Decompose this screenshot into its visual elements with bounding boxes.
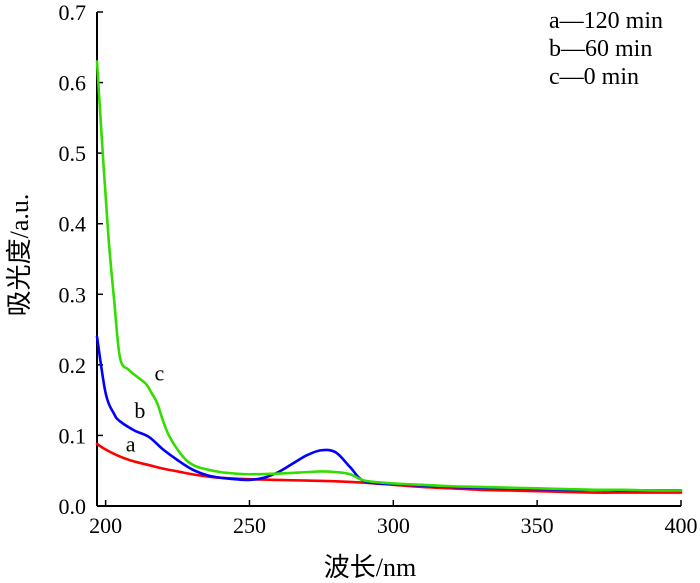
x-tick-label: 400 xyxy=(665,513,698,538)
curve-label-a: a xyxy=(126,432,136,457)
y-tick-label: 0.0 xyxy=(59,494,87,519)
x-tick-label: 350 xyxy=(521,513,554,538)
ticks: 200 250 300 350 400 0.0 0.1 0.2 0.3 0.4 0.5 0.6 0.7 xyxy=(59,0,698,538)
legend-entry-b: b—60 min xyxy=(549,36,652,62)
legend: a—120 min b—60 min c—0 min xyxy=(549,8,663,90)
x-tick-label: 250 xyxy=(233,513,266,538)
curve-label-c: c xyxy=(155,360,165,385)
y-tick-label: 0.6 xyxy=(59,71,87,96)
y-axis-title: 吸光度/a.u. xyxy=(5,194,34,317)
y-tick-label: 0.7 xyxy=(59,0,87,25)
x-axis-title: 波长/nm xyxy=(324,553,416,582)
y-tick-label: 0.4 xyxy=(59,212,87,237)
series-line-b xyxy=(95,335,683,492)
legend-entry-a: a—120 min xyxy=(549,8,663,34)
series-line-a xyxy=(95,442,683,494)
y-tick-label: 0.2 xyxy=(59,353,87,378)
curve-label-b: b xyxy=(134,398,145,423)
legend-entry-c: c—0 min xyxy=(549,64,639,90)
curve-labels: abc xyxy=(126,360,165,456)
y-tick-label: 0.3 xyxy=(59,282,87,307)
y-tick-label: 0.1 xyxy=(59,423,87,448)
x-tick-label: 300 xyxy=(377,513,410,538)
axes xyxy=(96,12,681,507)
series-group xyxy=(95,60,683,494)
series-line-c xyxy=(95,60,683,492)
y-tick-label: 0.5 xyxy=(59,141,87,166)
x-tick-label: 200 xyxy=(89,513,122,538)
